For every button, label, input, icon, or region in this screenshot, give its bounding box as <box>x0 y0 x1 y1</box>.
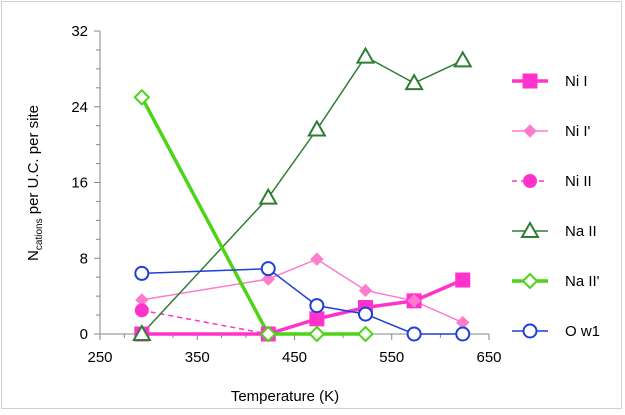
legend-label: O w1 <box>565 323 600 340</box>
data-point <box>310 252 324 266</box>
data-point <box>260 261 276 277</box>
legend-swatch-marker <box>521 272 539 290</box>
data-point <box>309 298 325 314</box>
legend-item: Ni II <box>512 173 592 190</box>
y-tick-label: 8 <box>80 250 88 267</box>
legend-label: Na II <box>565 223 597 240</box>
legend-item: O w1 <box>512 323 600 340</box>
data-point <box>407 294 421 308</box>
data-point <box>355 46 376 64</box>
data-point <box>258 187 278 205</box>
x-tick-label: 250 <box>87 349 112 366</box>
legend-swatch-marker <box>522 323 538 339</box>
data-point <box>259 325 277 343</box>
legend-label: Na II' <box>565 273 600 290</box>
legend-label: Ni I <box>565 73 588 90</box>
y-axis-title-subscript: cations <box>34 218 45 250</box>
series-line <box>141 309 269 335</box>
data-point <box>309 311 325 327</box>
chart-frame: 0 8 16 24 32 250 350 450 550 650 Temperature (K) … <box>1 1 622 409</box>
x-tick-label: 650 <box>476 349 501 366</box>
series-lines <box>140 55 464 336</box>
legend-item: Ni I' <box>512 123 591 140</box>
y-axis-title-main: N <box>25 250 42 261</box>
data-point <box>406 326 422 342</box>
series-line <box>141 267 463 335</box>
series-line <box>141 55 464 335</box>
data-point <box>357 325 374 343</box>
y-axis-title: Ncations per U.C. per site <box>25 105 45 261</box>
y-axis-title-rest: per U.C. per site <box>25 105 42 218</box>
legend-item: Ni I <box>512 73 588 90</box>
y-tick-label: 0 <box>80 326 88 343</box>
data-point <box>455 326 471 342</box>
legend-swatch-marker <box>520 220 540 238</box>
legend-label: Ni II <box>565 173 592 190</box>
data-point <box>404 73 424 91</box>
data-point <box>453 50 473 68</box>
legend-swatch-marker <box>522 73 538 89</box>
legend-label: Ni I' <box>565 123 591 140</box>
series-line <box>141 258 464 324</box>
legend-swatch-marker <box>523 174 537 188</box>
legend-swatch-marker <box>523 124 537 138</box>
data-point <box>358 283 373 298</box>
data-point <box>134 303 149 318</box>
data-point <box>307 119 327 137</box>
data-point <box>132 323 152 341</box>
data-point <box>455 272 471 288</box>
data-point <box>133 88 151 106</box>
series-markers <box>132 46 473 343</box>
x-axis-title: Temperature (K) <box>231 388 339 405</box>
y-tick-label: 24 <box>71 99 88 116</box>
series-line <box>140 96 366 336</box>
x-tick-label: 550 <box>379 349 404 366</box>
data-point <box>261 272 275 286</box>
tick-labels: 0 8 16 24 32 250 350 450 550 650 <box>71 23 501 366</box>
x-tick-label: 350 <box>185 349 210 366</box>
y-tick-label: 16 <box>71 175 88 192</box>
data-point <box>308 325 326 343</box>
x-tick-label: 450 <box>282 349 307 366</box>
legend-item: Na II' <box>512 272 600 290</box>
data-point <box>134 265 150 281</box>
series-line <box>141 278 464 336</box>
data-point <box>357 306 373 322</box>
legend: Ni I Ni I' Ni II Na II Na II' O w1 <box>512 73 600 340</box>
legend-item: Na II <box>512 220 597 240</box>
y-tick-label: 32 <box>71 23 88 40</box>
